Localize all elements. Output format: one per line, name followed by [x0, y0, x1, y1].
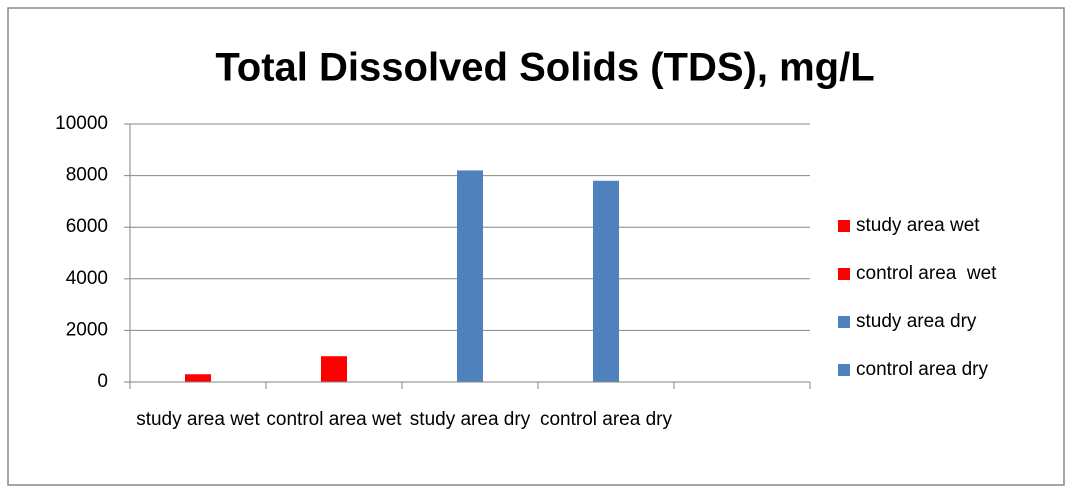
legend-label: control area wet: [856, 263, 997, 284]
y-tick-label: 2000: [66, 319, 108, 340]
legend-label: control area dry: [856, 359, 989, 380]
x-tick-label: study area dry: [409, 409, 531, 430]
y-tick-label: 4000: [66, 268, 108, 289]
y-tick-label: 6000: [66, 216, 108, 237]
x-tick-label: control area wet: [266, 409, 402, 430]
y-tick-label: 10000: [55, 113, 108, 134]
x-tick-label: control area dry: [539, 409, 672, 430]
bar: [321, 356, 347, 382]
bar: [593, 180, 619, 382]
legend-label: study area dry: [856, 311, 977, 332]
y-tick-label: 8000: [66, 165, 108, 186]
bar: [457, 170, 483, 382]
legend-swatch: [838, 220, 850, 232]
chart-border: [7, 7, 1065, 486]
chart-title: Total Dissolved Solids (TDS), mg/L: [215, 46, 874, 90]
legend-swatch: [838, 364, 850, 376]
legend-label: study area wet: [856, 215, 980, 236]
x-tick-label: study area wet: [136, 409, 260, 430]
y-tick-label: 0: [97, 371, 108, 392]
bar: [185, 374, 211, 382]
legend-swatch: [838, 268, 850, 280]
legend-swatch: [838, 316, 850, 328]
